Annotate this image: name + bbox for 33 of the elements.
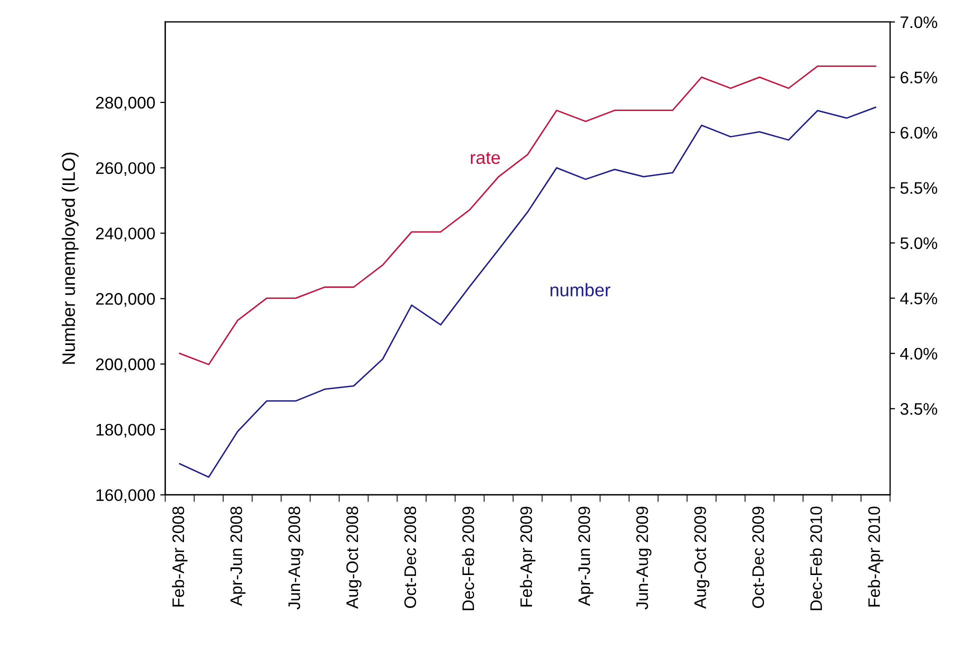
y2-tick-label: 4.0% (900, 348, 938, 360)
x-tick-label: Jun-Aug 2008 (288, 506, 304, 610)
x-tick-label: Jun-Aug 2009 (636, 506, 652, 610)
x-tick-label: Dec-Feb 2009 (462, 506, 474, 610)
line-series (179, 106, 876, 478)
y-tick-label: 260,000 (96, 162, 155, 176)
y2-tick-label: 6.0% (900, 126, 938, 139)
y-axis-title: Number unemployed (ILO) (62, 152, 79, 364)
y2-tick-label: 5.5% (900, 182, 938, 194)
text: number (550, 283, 610, 296)
line-series (179, 65, 876, 366)
x-tick-label: Oct-Dec 2009 (752, 506, 764, 608)
y2-tick-label: 5.0% (900, 237, 938, 250)
y2-tick-label: 7.0% (900, 16, 938, 28)
x-tick-label: Apr-Jun 2009 (578, 506, 594, 606)
series-label: rate (470, 152, 500, 164)
x-tick-label: Feb-Apr 2009 (520, 506, 536, 606)
x-tick-label: Apr-Jun 2008 (230, 506, 246, 606)
y-tick-label: 280,000 (96, 96, 155, 111)
y-tick-label: 220,000 (96, 293, 155, 307)
x-tick-label: Dec-Feb 2010 (810, 506, 822, 610)
x-tick-label: Aug-Oct 2008 (346, 506, 362, 609)
x-tick-label: Oct-Dec 2008 (404, 506, 416, 608)
y2-tick-label: 6.5% (900, 72, 938, 84)
x-tick-label: Feb-Apr 2010 (868, 506, 884, 606)
y-tick-label: 200,000 (96, 358, 155, 372)
x-tick-label: Feb-Apr 2008 (172, 506, 188, 606)
y-tick-label: 180,000 (96, 424, 155, 438)
x-tick-label: Aug-Oct 2009 (694, 506, 710, 609)
y-tick-label: 160,000 (96, 489, 155, 504)
y-tick-label: 240,000 (96, 228, 155, 242)
y2-tick-label: 4.5% (900, 292, 938, 304)
y2-tick-label: 3.5% (900, 403, 938, 415)
